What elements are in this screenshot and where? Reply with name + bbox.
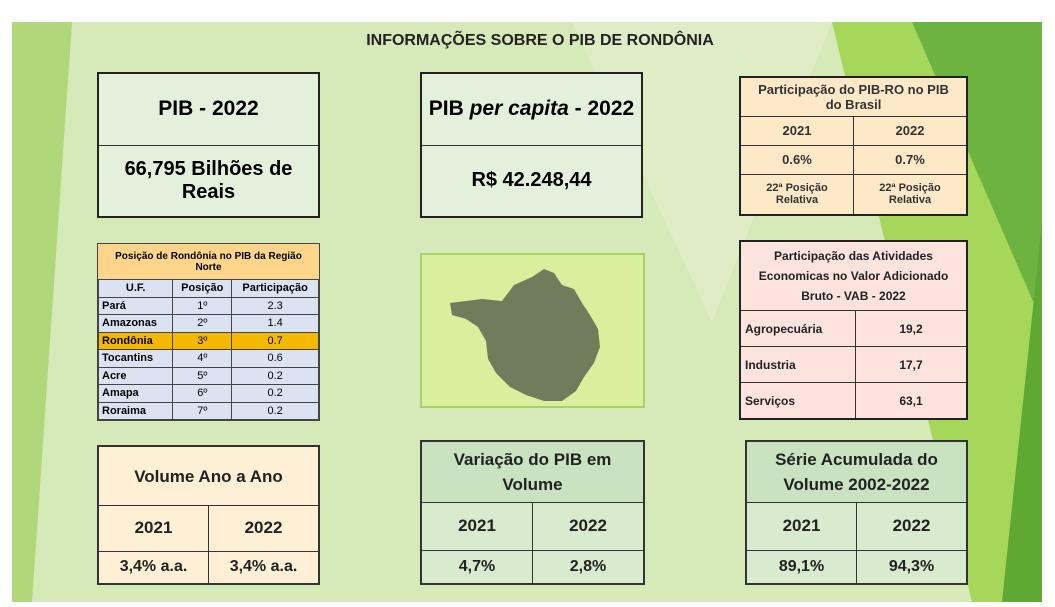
value: 89,1% — [778, 557, 825, 575]
norte-grid: U.F. Posição Participação Pará 1º 2.3 Amazonas… — [97, 279, 319, 420]
title: INFORMAÇÕES SOBRE O PIB DE RONDÔNIA — [366, 32, 714, 49]
pib-card: PIB - 2022 66,795 Bilhões de Reais — [97, 72, 320, 218]
table-cell: Acre — [97, 366, 174, 385]
table-row: Amapa 6º 0.2 — [97, 384, 319, 403]
year: 2022 — [853, 117, 966, 145]
table-cell: Rondônia — [97, 331, 174, 350]
table-cell: Amazonas — [97, 314, 174, 333]
position: 22ª Posição Relativa — [853, 174, 966, 214]
vab-value: 17,7 — [855, 347, 966, 382]
table-cell: 3º — [172, 331, 233, 350]
table-cell: 4º — [172, 349, 233, 368]
table-cell: 0.2 — [231, 384, 319, 403]
header-cell: Participação — [231, 279, 319, 298]
value: 3,4% a.a. — [208, 551, 318, 583]
value: 0.6% — [782, 152, 812, 168]
participacao-title: Participação do PIB-RO no PIB do Brasil — [758, 82, 949, 112]
table-cell: 7º — [172, 401, 233, 420]
serie-card: Série Acumulada do Volume 2002-2022 2021 2… — [745, 440, 968, 585]
year: 2022 — [532, 503, 643, 550]
label-part: PIB — [428, 97, 470, 121]
table-row: Tocantins 4º 0.6 — [97, 349, 319, 368]
table-cell: 5º — [172, 366, 233, 385]
year: 2021 — [134, 518, 173, 538]
table-cell: 2º — [172, 314, 233, 333]
volume-card: Volume Ano a Ano 2021 2022 3,4% a.a. 3,4% a.… — [97, 445, 320, 585]
year: 2022 — [208, 506, 318, 551]
pib-label: PIB - 2022 — [158, 97, 259, 121]
variacao-row: 2021 2022 — [422, 502, 643, 550]
pib-value: 66,795 Bilhões de Reais — [99, 144, 318, 217]
year: 2021 — [458, 516, 496, 536]
serie-row: 89,1% 94,3% — [747, 549, 966, 583]
vab-row: Serviços 63,1 — [741, 382, 966, 418]
table-cell: 6º — [172, 384, 233, 403]
norte-table: Posição de Rondônia no PIB da Região Nor… — [97, 243, 320, 421]
table-cell: 1.4 — [231, 314, 319, 333]
vab-value: 19,2 — [855, 311, 966, 346]
volume-row: 2021 2022 — [99, 505, 318, 551]
year: 2022 — [856, 503, 966, 550]
table-cell: Roraima — [97, 401, 174, 420]
value: 0.7% — [853, 145, 966, 174]
value: 2,8% — [532, 550, 643, 583]
label-part: per capita — [469, 97, 569, 121]
table-cell: 2.3 — [231, 296, 319, 315]
per-capita-value: R$ 42.248,44 — [422, 144, 641, 217]
serie-title: Série Acumulada do Volume 2002-2022 — [775, 450, 938, 495]
volume-title: Volume Ano a Ano — [134, 466, 283, 486]
header-row: U.F. Posição Participação — [97, 279, 319, 298]
position: 22ª Posição Relativa — [766, 182, 828, 207]
value: 3,4% a.a. — [119, 558, 188, 576]
vab-value: 63,1 — [855, 383, 966, 418]
per-capita-label: PIB per capita - 2022 — [422, 74, 641, 145]
vab-activity: Serviços — [745, 393, 796, 408]
volume-row: 3,4% a.a. 3,4% a.a. — [99, 550, 318, 583]
serie-row: 2021 2022 — [747, 502, 966, 550]
table-cell: 0.2 — [231, 366, 319, 385]
map-box — [420, 253, 645, 408]
variacao-card: Variação do PIB em Volume 2021 2022 4,7% 2,8… — [420, 440, 645, 585]
vab-activity: Agropecuária — [745, 321, 823, 336]
year: 2021 — [782, 516, 821, 536]
table-row: Acre 5º 0.2 — [97, 366, 319, 385]
year: 2021 — [782, 123, 812, 139]
table-row: Amazonas 2º 1.4 — [97, 314, 319, 333]
header-cell: U.F. — [97, 279, 174, 298]
table-cell: 0.6 — [231, 349, 319, 368]
table-cell: 0.2 — [231, 401, 319, 420]
per-capita-card: PIB per capita - 2022 R$ 42.248,44 — [420, 72, 643, 218]
header-cell: Posição — [172, 279, 233, 298]
vab-card: Participação das Atividades Economicas n… — [739, 240, 968, 420]
participacao-card: Participação do PIB-RO no PIB do Brasil … — [739, 76, 968, 216]
map — [450, 269, 600, 401]
table-cell: Pará — [97, 296, 174, 315]
table-row: Roraima 7º 0.2 — [97, 401, 319, 420]
value: 4,7% — [458, 557, 496, 575]
vab-row: Industria 17,7 — [741, 346, 966, 382]
vab-row: Agropecuária 19,2 — [741, 310, 966, 346]
label-part: - 2022 — [568, 97, 635, 121]
table-cell: Tocantins — [97, 349, 174, 368]
table-row: Rondônia 3º 0.7 — [97, 331, 319, 350]
variacao-title: Variação do PIB em Volume — [453, 450, 612, 495]
vab-title: Participação das Atividades Economicas n… — [758, 249, 949, 303]
table-cell: 0.7 — [231, 331, 319, 350]
vab-activity: Industria — [745, 357, 796, 372]
variacao-row: 4,7% 2,8% — [422, 549, 643, 583]
table-row: Pará 1º 2.3 — [97, 296, 319, 315]
table-cell: Amapa — [97, 384, 174, 403]
norte-title: Posição de Rondônia no PIB da Região Nor… — [98, 244, 319, 279]
value: 94,3% — [856, 550, 966, 583]
table-cell: 1º — [172, 296, 233, 315]
